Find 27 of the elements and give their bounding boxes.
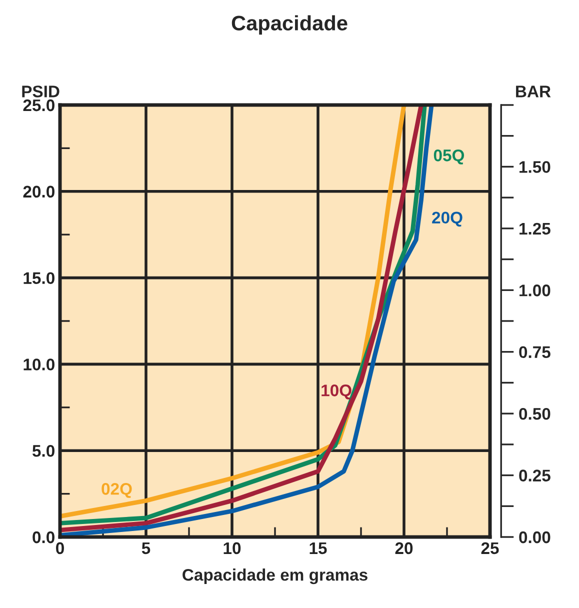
y-axis-title: PSID	[22, 86, 60, 98]
series-label: 20Q	[432, 212, 462, 227]
x-tick-label: 15	[310, 542, 327, 554]
y2-tick-label: 0.75	[519, 346, 550, 358]
y-tick-label: 5.0	[32, 445, 54, 457]
y-tick-label: 0.0	[32, 531, 54, 544]
x-tick-label: 0	[56, 542, 64, 554]
y-tick-label: 20.0	[23, 186, 54, 198]
series-label: 02Q	[102, 483, 132, 498]
chart-title: Capacidade	[232, 15, 348, 35]
y-tick-label: 10.0	[24, 358, 54, 370]
y2-tick-label: 0.50	[519, 408, 550, 420]
x-tick-label: 10	[224, 542, 241, 554]
y2-tick-label: 0.25	[519, 470, 550, 482]
series-label: 05Q	[434, 150, 464, 164]
x-tick-label: 5	[142, 542, 150, 554]
y2-tick-label: 0.00	[519, 531, 550, 544]
y-tick-label: 25.0	[23, 99, 54, 112]
y-tick-label: 15.0	[24, 272, 54, 284]
y2-tick-label: 1.00	[520, 284, 550, 296]
y2-tick-label: 1.50	[520, 161, 550, 173]
series-label: 10Q	[322, 384, 352, 400]
x-tick-label: 25	[481, 542, 499, 554]
y2-axis-title: BAR	[516, 86, 551, 98]
x-axis-title: Capacidade em gramas	[182, 568, 368, 584]
x-tick-label: 20	[395, 542, 413, 554]
y2-tick-label: 1.25	[520, 222, 550, 235]
